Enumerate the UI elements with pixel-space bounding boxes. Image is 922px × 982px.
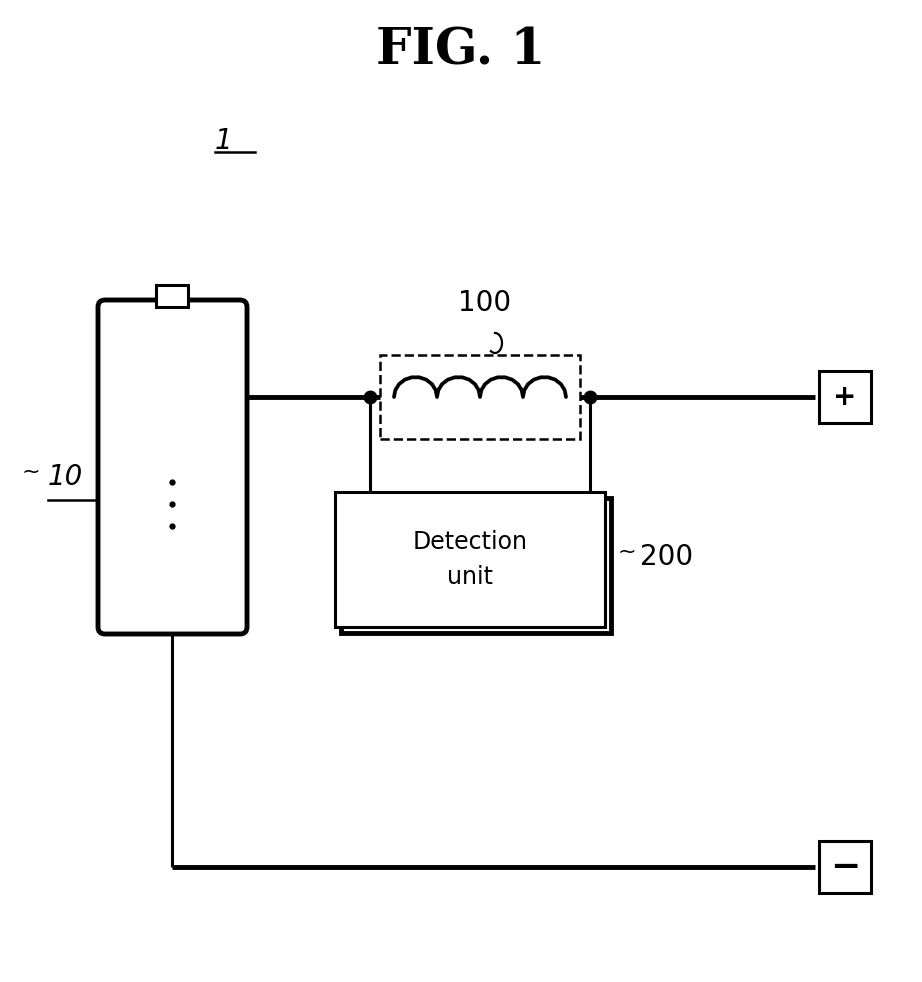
Bar bbox=[156, 285, 188, 307]
FancyBboxPatch shape bbox=[98, 300, 247, 634]
Bar bbox=[819, 841, 871, 893]
Bar bbox=[335, 492, 605, 627]
Text: 1: 1 bbox=[215, 127, 232, 155]
Text: 200: 200 bbox=[640, 543, 693, 571]
Text: 100: 100 bbox=[458, 289, 512, 317]
Text: ~: ~ bbox=[22, 462, 41, 482]
Bar bbox=[380, 355, 580, 439]
Text: FIG. 1: FIG. 1 bbox=[376, 27, 546, 76]
Text: +: + bbox=[833, 383, 857, 411]
Text: ~: ~ bbox=[618, 542, 636, 562]
Text: −: − bbox=[830, 850, 860, 884]
Bar bbox=[819, 371, 871, 423]
Text: Detection
unit: Detection unit bbox=[412, 530, 527, 589]
Bar bbox=[341, 498, 611, 633]
Text: 10: 10 bbox=[48, 463, 83, 491]
